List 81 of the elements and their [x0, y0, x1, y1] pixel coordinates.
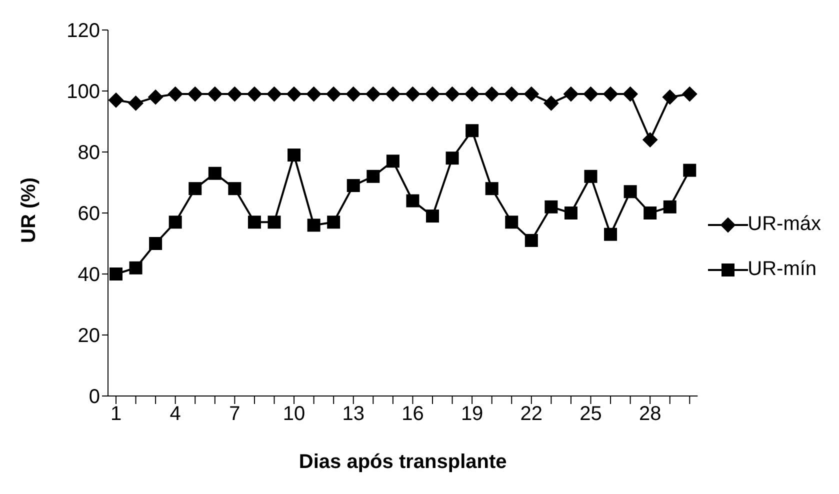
point — [466, 124, 479, 138]
point — [386, 154, 400, 168]
legend-label: UR-máx — [748, 213, 821, 236]
point — [208, 166, 222, 180]
point — [346, 179, 360, 192]
point — [168, 86, 183, 102]
point — [246, 86, 262, 102]
point — [425, 86, 440, 102]
y-tick-label: 40 — [78, 264, 100, 286]
point — [524, 86, 539, 102]
x-axis-title: Dias após transplante — [298, 451, 507, 473]
x-tick-label: 25 — [580, 403, 602, 426]
legend-label: UR-mín — [748, 258, 817, 281]
point — [149, 237, 162, 250]
point — [683, 164, 696, 177]
point — [188, 182, 202, 196]
x-tick-label: 7 — [229, 403, 240, 426]
x-tick-label: 16 — [402, 403, 424, 426]
point — [327, 216, 340, 229]
point — [505, 216, 518, 229]
point — [544, 96, 559, 111]
point — [682, 86, 698, 102]
point — [188, 86, 203, 102]
point — [464, 86, 480, 102]
point — [662, 90, 678, 105]
point — [544, 200, 558, 214]
point — [583, 86, 598, 102]
point — [426, 210, 439, 223]
point — [642, 132, 658, 148]
point — [663, 200, 676, 214]
point — [622, 86, 638, 102]
x-tick-label: 22 — [520, 403, 543, 426]
point — [366, 170, 380, 183]
point — [604, 228, 618, 241]
point — [268, 216, 281, 229]
point — [406, 194, 420, 208]
y-tick-label: 0 — [88, 386, 100, 408]
point — [366, 86, 381, 102]
point — [286, 86, 302, 102]
y-axis-title: UR (%) — [18, 177, 40, 243]
point — [128, 96, 144, 111]
point — [624, 185, 637, 198]
y-tick-label: 80 — [78, 142, 100, 164]
y-tick-label: 120 — [66, 20, 100, 42]
point — [227, 86, 242, 102]
point — [644, 206, 657, 220]
point — [385, 86, 400, 102]
point — [484, 86, 500, 102]
y-tick-label: 100 — [66, 81, 100, 104]
point — [603, 86, 618, 102]
point — [110, 268, 122, 280]
point — [564, 206, 578, 220]
point — [446, 152, 459, 165]
point — [207, 86, 222, 102]
point — [288, 148, 301, 162]
point — [326, 86, 342, 102]
point — [228, 182, 242, 196]
x-tick-label: 28 — [638, 403, 662, 426]
x-tick-label: 10 — [282, 403, 306, 426]
point — [346, 86, 361, 102]
point — [108, 92, 124, 108]
point — [148, 90, 164, 105]
x-tick-label: 13 — [342, 403, 364, 426]
point — [306, 86, 322, 102]
x-tick-label: 19 — [460, 403, 484, 426]
x-tick-label: 1 — [110, 403, 122, 426]
x-tick-label: 4 — [170, 403, 181, 426]
point — [485, 182, 498, 196]
y-tick-label: 20 — [78, 325, 100, 348]
point — [584, 170, 598, 183]
point — [248, 216, 261, 229]
point — [405, 86, 420, 102]
point — [524, 234, 538, 247]
point — [563, 86, 578, 102]
point — [129, 261, 142, 274]
point — [168, 216, 182, 229]
point — [504, 86, 520, 102]
point — [266, 86, 282, 102]
y-tick-label: 60 — [78, 203, 100, 226]
point — [444, 86, 460, 102]
point — [307, 218, 320, 232]
